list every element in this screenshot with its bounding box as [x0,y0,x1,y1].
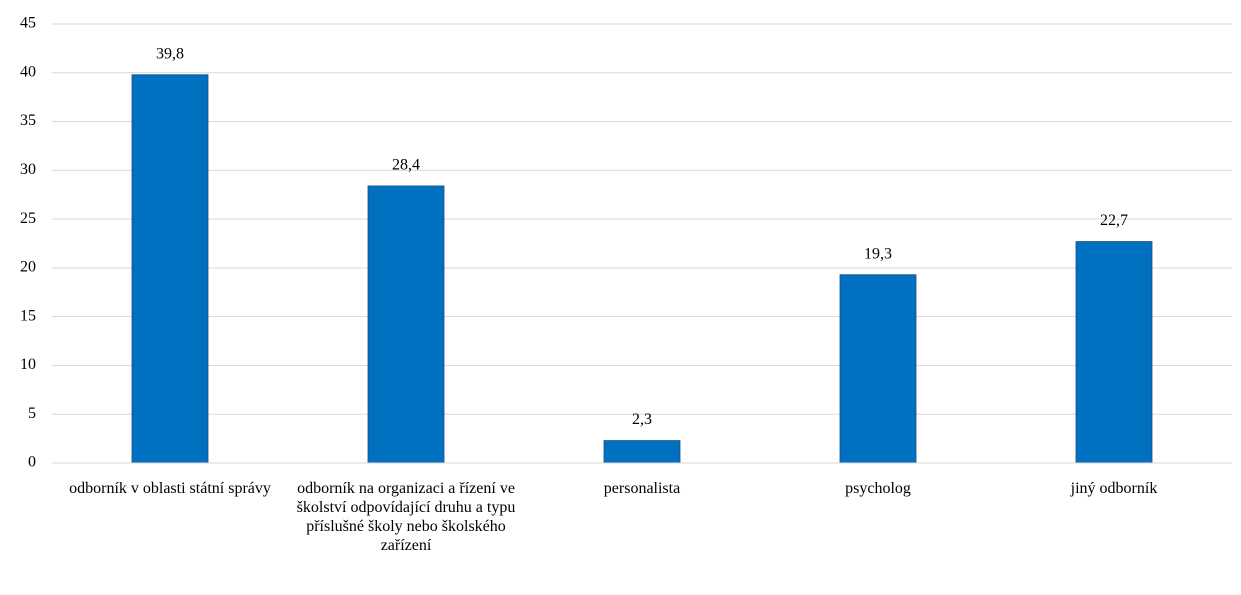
y-tick-label: 10 [20,356,36,373]
x-tick-label: odborník na organizaci a řízení ve škols… [296,480,516,554]
data-label: 39,8 [156,45,184,62]
bar [1075,241,1153,464]
x-tick-label: odborník v oblasti státní správy [69,480,271,497]
y-tick-label: 20 [20,259,36,276]
bar [131,74,209,464]
x-tick-label: psycholog [845,480,911,497]
y-tick-label: 25 [20,210,36,227]
y-tick-label: 5 [28,405,36,422]
y-tick-label: 30 [20,161,36,178]
data-label: 28,4 [392,157,420,174]
y-tick-label: 0 [28,454,36,471]
x-tick-label: personalista [603,480,681,497]
data-label: 19,3 [864,245,892,262]
data-label: 2,3 [632,411,652,428]
y-tick-label: 35 [20,112,36,129]
data-label: 22,7 [1100,212,1128,229]
x-tick-label: jiný odborník [1070,480,1158,497]
bar [603,440,681,464]
y-tick-label: 45 [20,15,36,32]
y-tick-label: 40 [20,63,36,80]
bar [367,185,445,464]
y-tick-label: 15 [20,307,36,324]
bar [839,274,917,464]
